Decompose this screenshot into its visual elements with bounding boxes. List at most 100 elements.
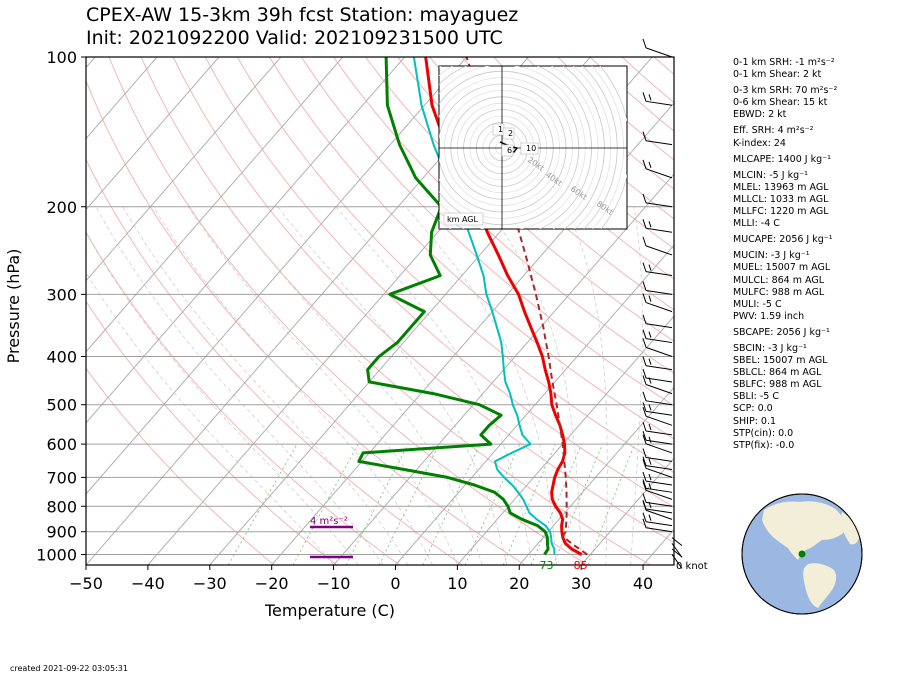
wind-barb [642,459,673,478]
index-line: STP(fix): -0.0 [733,439,795,451]
wind-barb [642,193,673,208]
wind-barb [642,338,673,357]
index-line: MUCIN: -3 J kg⁻¹ [733,250,810,262]
mixing-ratio-line [292,443,359,565]
wind-barb [642,329,673,344]
index-line: 0-6 km Shear: 15 kt [733,97,828,109]
wind-barb [642,219,673,233]
wind-barb [642,421,673,436]
index-line: STP(cin): 0.0 [733,427,794,439]
index-line: K-index: 24 [733,137,786,149]
y-tick-label: 500 [46,396,77,415]
mixing-ratio-line [422,443,481,565]
south-america-land [803,563,837,608]
x-tick-label: −10 [317,574,351,593]
created-timestamp: created 2021-09-22 03:05:31 [10,664,128,673]
dry-adiabat [397,57,674,311]
y-axis-label: Pressure (hPa) [4,249,23,364]
wind-barb [642,479,673,493]
x-tick-label: 10 [447,574,467,593]
wetbulb-profile [412,57,556,555]
isotherm [580,457,674,565]
index-line: 0-3 km SRH: 70 m²s⁻² [733,85,838,97]
wind-barb [642,293,673,313]
y-tick-label: 200 [46,198,77,217]
x-tick-label: −30 [193,574,227,593]
wind-barb [642,159,673,179]
wind-barb [642,493,673,507]
index-line: MLLCL: 1033 m AGL [733,193,829,205]
north-america-land [762,501,845,560]
greenland-land [840,512,860,545]
moist-adiabat [228,206,483,565]
wind-barb [642,402,673,416]
index-line: MLLI: -4 C [733,218,780,230]
index-line: PWV: 1.59 inch [733,310,805,322]
wind-barb [642,448,673,462]
dry-adiabat [108,57,588,565]
calm-barb-label: 0 knot [676,561,708,572]
moist-adiabat [187,206,458,565]
wind-barb [642,281,673,295]
wind-barb [642,314,673,329]
index-line: MULI: -5 C [733,298,782,310]
index-line: SHIP: 0.1 [733,415,777,427]
hodograph-height-box [502,127,515,140]
hodograph-trace [499,141,519,153]
dry-adiabat [429,57,674,280]
index-line: EBWD: 2 kt [733,109,787,121]
dry-adiabat [86,158,463,565]
wind-barbs [642,38,683,569]
y-tick-label: 800 [46,497,77,516]
index-line: MLLFC: 1220 m AGL [733,206,829,218]
hodograph-units-box [443,212,484,226]
index-line: SBLCL: 864 m AGL [733,367,822,379]
dry-adiabat [365,57,674,342]
isotherm [86,57,344,353]
wind-barb [642,262,673,277]
wind-barb [642,391,673,406]
wind-barb [642,131,673,146]
moist-adiabat [335,206,532,565]
isotherm [86,57,406,424]
moist-adiabat [95,206,384,565]
mixing-ratio-line [378,443,440,565]
dry-adiabat [86,367,275,565]
mixing-ratio-line [553,443,604,565]
moist-adiabat [86,271,334,565]
wind-barb [642,92,673,106]
index-line: MLEL: 13963 m AGL [733,181,829,193]
chart-title-line-2: Init: 2021092200 Valid: 202109231500 UTC [86,27,503,49]
wind-barb [642,456,673,471]
surface-temperature-label: 85 [574,559,588,572]
wind-barb [642,368,673,383]
surface-dewpoint-label: 73 [540,559,554,572]
x-tick-label: 0 [390,574,400,593]
isotherm [333,173,674,565]
plot-frame [85,56,675,566]
wind-barb [642,38,673,58]
hodograph-height-label: 1 [498,125,503,134]
isotherm [518,386,674,565]
index-line: SCP: 0.0 [733,403,773,415]
hodograph-height-box [520,142,539,155]
dry-adiabat [236,57,674,474]
x-tick-label: −50 [69,574,103,593]
moist-adiabat [485,206,582,565]
isotherm [86,57,467,495]
dry-adiabat [268,57,674,440]
index-line: Eff. SRH: 4 m²s⁻² [733,125,814,137]
wind-barb [642,236,673,256]
wind-barb [671,537,683,547]
mixing-ratio-line [530,443,583,565]
moist-adiabat [630,206,643,565]
wind-barb [642,471,673,486]
dry-adiabat [333,57,674,374]
y-tick-label: 1000 [36,545,77,564]
mixing-ratio-line [502,443,556,565]
index-line: SBLI: -5 C [733,391,779,403]
chart-title-line-1: CPEX-AW 15-3km 39h fcst Station: mayague… [86,4,519,26]
hodograph-height-label: 10 [526,144,536,153]
hodograph-height-box [501,144,514,157]
